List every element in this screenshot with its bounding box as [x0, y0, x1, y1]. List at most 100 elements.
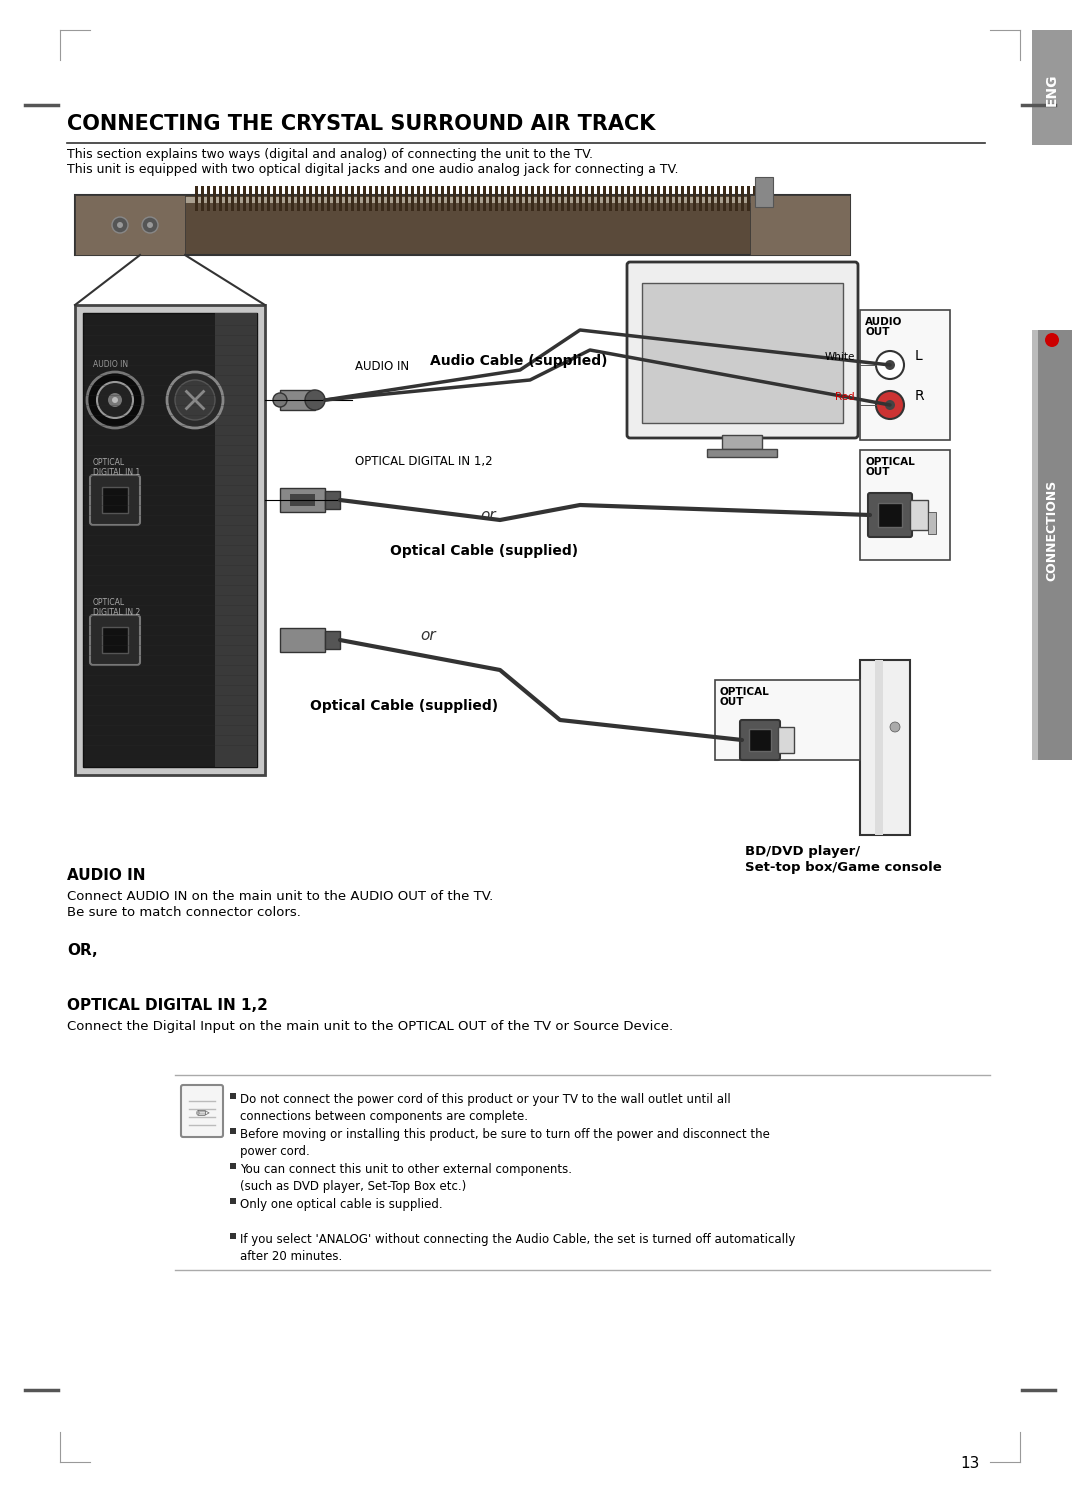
- Circle shape: [876, 351, 904, 379]
- FancyBboxPatch shape: [181, 1085, 222, 1137]
- Bar: [507, 186, 510, 210]
- Bar: [339, 186, 342, 210]
- Text: Optical Cable (supplied): Optical Cable (supplied): [390, 545, 578, 558]
- Bar: [1032, 330, 1038, 759]
- Bar: [75, 195, 850, 255]
- Bar: [75, 304, 265, 774]
- Bar: [215, 313, 257, 767]
- Bar: [573, 186, 576, 210]
- FancyBboxPatch shape: [90, 474, 140, 525]
- Bar: [642, 283, 843, 424]
- Text: ✏: ✏: [195, 1104, 208, 1122]
- Bar: [513, 186, 516, 210]
- Bar: [280, 389, 315, 410]
- Bar: [230, 1198, 237, 1204]
- Bar: [201, 186, 204, 210]
- Bar: [483, 186, 486, 210]
- Bar: [705, 186, 708, 210]
- Bar: [1032, 330, 1072, 759]
- Bar: [669, 186, 672, 210]
- Bar: [453, 186, 456, 210]
- Bar: [633, 186, 636, 210]
- Bar: [531, 186, 534, 210]
- Bar: [435, 186, 438, 210]
- Bar: [741, 186, 744, 210]
- Bar: [280, 488, 325, 512]
- Bar: [537, 186, 540, 210]
- Text: OPTICAL: OPTICAL: [865, 457, 915, 467]
- Bar: [230, 1232, 237, 1238]
- Bar: [405, 186, 408, 210]
- Bar: [207, 186, 210, 210]
- Bar: [345, 186, 348, 210]
- Bar: [297, 186, 300, 210]
- Text: ENG: ENG: [1045, 73, 1059, 106]
- Bar: [875, 659, 883, 836]
- Text: OUT: OUT: [720, 697, 744, 707]
- Text: AUDIO: AUDIO: [865, 316, 903, 327]
- Bar: [597, 186, 600, 210]
- Text: AUDIO IN: AUDIO IN: [67, 868, 146, 883]
- Bar: [621, 186, 624, 210]
- Bar: [627, 186, 630, 210]
- Text: Be sure to match connector colors.: Be sure to match connector colors.: [67, 906, 301, 919]
- Bar: [261, 186, 264, 210]
- Circle shape: [273, 392, 287, 407]
- Bar: [423, 186, 426, 210]
- Circle shape: [175, 380, 215, 421]
- Bar: [387, 186, 390, 210]
- Bar: [447, 186, 450, 210]
- Bar: [471, 186, 474, 210]
- Bar: [333, 186, 336, 210]
- Circle shape: [885, 400, 895, 410]
- Text: Connect AUDIO IN on the main unit to the AUDIO OUT of the TV.: Connect AUDIO IN on the main unit to the…: [67, 891, 494, 903]
- Bar: [585, 186, 588, 210]
- Bar: [1032, 30, 1072, 145]
- Bar: [778, 727, 794, 753]
- Bar: [381, 186, 384, 210]
- Circle shape: [112, 216, 129, 233]
- Circle shape: [112, 397, 118, 403]
- Bar: [375, 186, 378, 210]
- Bar: [102, 627, 129, 653]
- FancyBboxPatch shape: [627, 263, 858, 439]
- Bar: [591, 186, 594, 210]
- Bar: [309, 186, 312, 210]
- Text: This section explains two ways (digital and analog) of connecting the unit to th: This section explains two ways (digital …: [67, 148, 593, 161]
- Bar: [699, 186, 702, 210]
- Text: You can connect this unit to other external components.
(such as DVD player, Set: You can connect this unit to other exter…: [240, 1162, 572, 1194]
- Circle shape: [876, 391, 904, 419]
- Text: This unit is equipped with two optical digital jacks and one audio analog jack f: This unit is equipped with two optical d…: [67, 163, 678, 176]
- FancyBboxPatch shape: [868, 492, 912, 537]
- Text: Connect the Digital Input on the main unit to the OPTICAL OUT of the TV or Sourc: Connect the Digital Input on the main un…: [67, 1021, 673, 1032]
- Bar: [750, 730, 771, 750]
- Text: Red: Red: [835, 392, 855, 401]
- Bar: [549, 186, 552, 210]
- Text: or: or: [420, 628, 435, 643]
- Text: Set-top box/Game console: Set-top box/Game console: [745, 861, 942, 874]
- Circle shape: [890, 722, 900, 733]
- Bar: [753, 186, 756, 210]
- Bar: [645, 186, 648, 210]
- Bar: [519, 186, 522, 210]
- Bar: [327, 186, 330, 210]
- Circle shape: [97, 382, 133, 418]
- Circle shape: [885, 360, 895, 370]
- Bar: [543, 186, 546, 210]
- Bar: [213, 186, 216, 210]
- Text: Audio Cable (supplied): Audio Cable (supplied): [430, 354, 607, 369]
- Circle shape: [87, 372, 143, 428]
- Bar: [231, 186, 234, 210]
- Text: Optical Cable (supplied): Optical Cable (supplied): [310, 698, 498, 713]
- Text: Do not connect the power cord of this product or your TV to the wall outlet unti: Do not connect the power cord of this pr…: [240, 1094, 731, 1123]
- Bar: [759, 186, 762, 210]
- Text: Before moving or installing this product, be sure to turn off the power and disc: Before moving or installing this product…: [240, 1128, 770, 1158]
- Bar: [465, 186, 468, 210]
- Bar: [717, 186, 720, 210]
- Text: 13: 13: [960, 1456, 980, 1471]
- Text: DIGITAL IN 1: DIGITAL IN 1: [93, 468, 140, 477]
- Bar: [489, 186, 492, 210]
- Bar: [363, 186, 366, 210]
- Text: If you select 'ANALOG' without connecting the Audio Cable, the set is turned off: If you select 'ANALOG' without connectin…: [240, 1232, 795, 1264]
- Bar: [495, 186, 498, 210]
